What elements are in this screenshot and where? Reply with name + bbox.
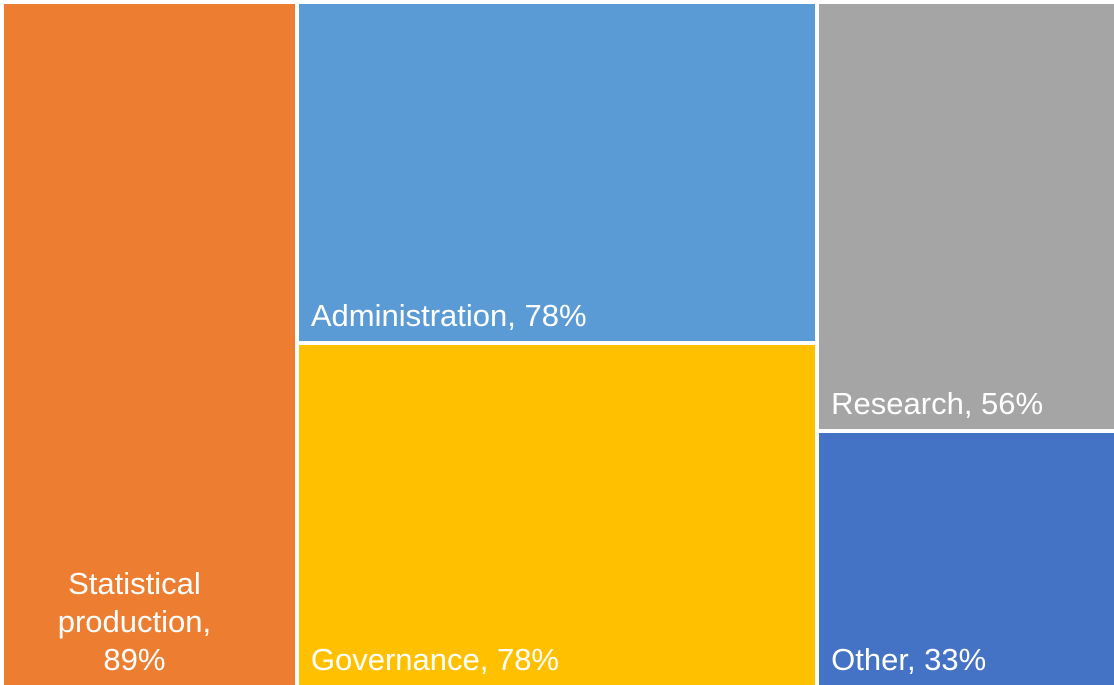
treemap-tile: Research, 56% xyxy=(819,4,1114,429)
treemap-tile: Statistical production, 89% xyxy=(4,4,295,685)
tile-label: Other, 33% xyxy=(831,641,987,677)
tile-label: Governance, 78% xyxy=(310,642,559,677)
tile-label: Statistical production, 89% xyxy=(57,566,212,677)
tile-label: Administration, 78% xyxy=(310,297,587,333)
treemap-tile: Governance, 78% xyxy=(298,344,816,685)
tile-label: Research, 56% xyxy=(831,386,1044,421)
treemap-tile: Other, 33% xyxy=(819,433,1114,685)
treemap-tile: Administration, 78% xyxy=(298,4,816,341)
